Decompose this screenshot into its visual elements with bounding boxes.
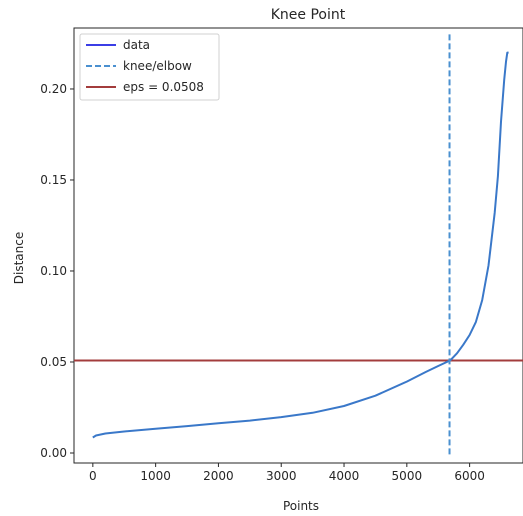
chart-title: Knee Point bbox=[271, 7, 346, 23]
x-tick-label: 2000 bbox=[203, 469, 234, 483]
x-tick-label: 4000 bbox=[329, 469, 360, 483]
plot-frame bbox=[73, 27, 523, 464]
x-tick-label: 3000 bbox=[266, 469, 297, 483]
axis-ticks: 0 1000 2000 3000 4000 5000 6000 0.00 0.05 0.10 0.1… bbox=[40, 82, 485, 483]
x-tick-label: 1000 bbox=[140, 469, 171, 483]
y-tick-label: 0.10 bbox=[40, 264, 67, 278]
legend-label-data: data bbox=[123, 38, 150, 52]
plot-lines bbox=[74, 34, 523, 456]
legend-label-knee: knee/elbow bbox=[123, 59, 192, 73]
legend: data knee/elbow eps = 0.0508 bbox=[79, 33, 220, 101]
y-tick-label: 0.15 bbox=[40, 173, 67, 187]
plot-area bbox=[73, 27, 523, 464]
data-series-line bbox=[92, 51, 509, 439]
x-tick-label: 6000 bbox=[454, 469, 485, 483]
legend-label-eps: eps = 0.0508 bbox=[123, 80, 204, 94]
y-tick-label: 0.20 bbox=[40, 82, 67, 96]
y-axis-label: Distance bbox=[12, 232, 26, 284]
x-tick-label: 0 bbox=[89, 469, 97, 483]
x-tick-label: 5000 bbox=[392, 469, 423, 483]
y-tick-label: 0.00 bbox=[40, 446, 67, 460]
legend-box bbox=[79, 33, 220, 101]
y-tick-label: 0.05 bbox=[40, 355, 67, 369]
x-axis-label: Points bbox=[283, 499, 319, 513]
